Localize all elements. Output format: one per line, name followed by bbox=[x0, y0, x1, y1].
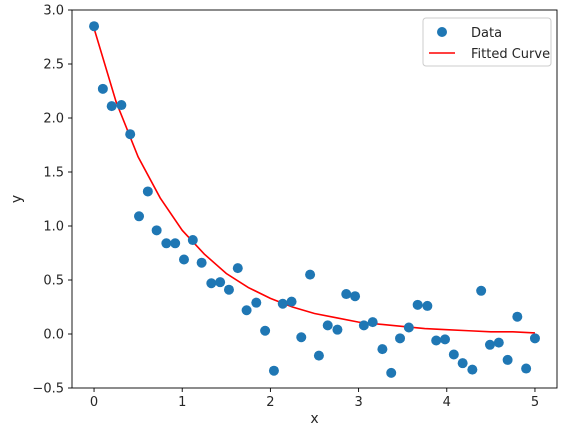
data-point bbox=[377, 344, 388, 355]
fitted-curve-line bbox=[93, 28, 535, 334]
data-point bbox=[215, 277, 226, 288]
data-point bbox=[151, 225, 162, 236]
y-tick-label: 1.0 bbox=[43, 220, 64, 235]
data-point bbox=[448, 349, 459, 360]
data-point bbox=[232, 263, 243, 274]
plot-area bbox=[89, 21, 540, 378]
data-point bbox=[484, 339, 495, 350]
data-point bbox=[268, 365, 279, 376]
data-point bbox=[512, 311, 523, 322]
data-point bbox=[431, 335, 442, 346]
x-tick-label: 0 bbox=[90, 395, 98, 410]
data-point bbox=[476, 285, 487, 296]
data-point bbox=[277, 298, 288, 309]
data-point bbox=[89, 21, 100, 32]
y-tick-label: 2.0 bbox=[43, 112, 64, 127]
data-point bbox=[440, 334, 451, 345]
data-point bbox=[125, 129, 136, 140]
x-tick-label: 2 bbox=[266, 395, 274, 410]
data-point bbox=[322, 320, 333, 331]
x-axis-label: x bbox=[310, 411, 318, 427]
axes-frame bbox=[71, 9, 558, 389]
data-point bbox=[223, 284, 234, 295]
x-tick-label: 1 bbox=[178, 395, 186, 410]
data-point bbox=[178, 254, 189, 265]
data-point bbox=[467, 364, 478, 375]
data-point bbox=[196, 257, 207, 268]
data-point bbox=[386, 367, 397, 378]
data-point bbox=[412, 299, 423, 310]
legend: Data Fitted Curve bbox=[422, 17, 552, 67]
data-point bbox=[134, 211, 145, 222]
data-point bbox=[106, 101, 117, 112]
data-point bbox=[206, 278, 217, 289]
data-point bbox=[457, 358, 468, 369]
data-point bbox=[187, 235, 198, 246]
data-point bbox=[529, 333, 540, 344]
x-tick-label: 5 bbox=[531, 395, 539, 410]
data-point bbox=[350, 291, 361, 302]
data-point bbox=[116, 100, 127, 111]
data-point bbox=[521, 363, 532, 374]
legend-box bbox=[422, 17, 552, 67]
legend-data-marker bbox=[437, 27, 447, 37]
data-point bbox=[403, 322, 414, 333]
data-point bbox=[367, 317, 378, 328]
data-point bbox=[170, 238, 181, 249]
data-point bbox=[286, 296, 297, 307]
data-point bbox=[313, 350, 324, 361]
data-point bbox=[142, 186, 153, 197]
y-tick-label: 3.0 bbox=[43, 4, 64, 19]
data-point bbox=[251, 297, 262, 308]
y-tick-label: 2.5 bbox=[43, 58, 64, 73]
data-point bbox=[332, 324, 343, 335]
y-tick-label: 0.5 bbox=[43, 274, 64, 289]
data-point bbox=[502, 354, 513, 365]
data-point bbox=[493, 337, 504, 348]
y-tick-label: 1.5 bbox=[43, 166, 64, 181]
legend-data-label: Data bbox=[471, 26, 502, 41]
axes: 0 1 2 3 4 5 −0.5 0.0 0.5 1.0 1.5 2.0 2.5 3.0 x y bbox=[9, 4, 558, 427]
x-tick-label: 4 bbox=[443, 395, 451, 410]
data-point bbox=[241, 305, 252, 316]
x-tick-label: 3 bbox=[354, 395, 362, 410]
data-point bbox=[358, 320, 369, 331]
y-tick-label: 0.0 bbox=[43, 328, 64, 343]
y-axis-label: y bbox=[9, 195, 25, 203]
data-point bbox=[395, 333, 406, 344]
data-point bbox=[305, 269, 316, 280]
data-point bbox=[161, 238, 172, 249]
data-point bbox=[296, 332, 307, 343]
data-point bbox=[422, 300, 433, 311]
data-point bbox=[260, 325, 271, 336]
data-point bbox=[341, 289, 352, 300]
legend-fitted-curve-label: Fitted Curve bbox=[471, 47, 550, 62]
data-point bbox=[97, 83, 108, 94]
y-tick-label: −0.5 bbox=[32, 382, 64, 397]
